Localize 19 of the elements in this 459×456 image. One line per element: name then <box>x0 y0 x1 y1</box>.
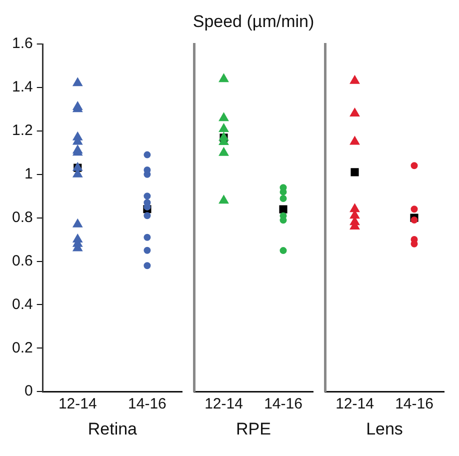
y-tick-label: 1.2 <box>12 122 33 140</box>
y-tick-label: 0 <box>24 382 33 400</box>
x-tick-label: 12-14 <box>204 396 243 413</box>
y-tick-label: 0.2 <box>12 339 33 356</box>
y-tick-label: 1.4 <box>12 78 33 96</box>
x-tick-label: 14-16 <box>128 396 166 413</box>
x-axis-title: Retina <box>88 419 138 438</box>
y-tick-label: 0.6 <box>12 252 33 270</box>
x-tick-label: 14-16 <box>395 396 434 413</box>
y-tick-label: 0.8 <box>12 208 33 226</box>
y-tick-label: 0.4 <box>12 296 33 313</box>
x-tick-label: 12-14 <box>336 396 374 413</box>
y-tick-label: 1.6 <box>12 35 33 52</box>
x-tick-label: 14-16 <box>264 396 302 413</box>
x-axis-title: Lens <box>366 419 403 438</box>
y-tick-label: 1 <box>24 165 33 182</box>
x-axis-title: RPE <box>236 419 271 438</box>
chart-title: Speed (µm/min) <box>192 12 314 31</box>
x-tick-label: 12-14 <box>58 396 97 413</box>
